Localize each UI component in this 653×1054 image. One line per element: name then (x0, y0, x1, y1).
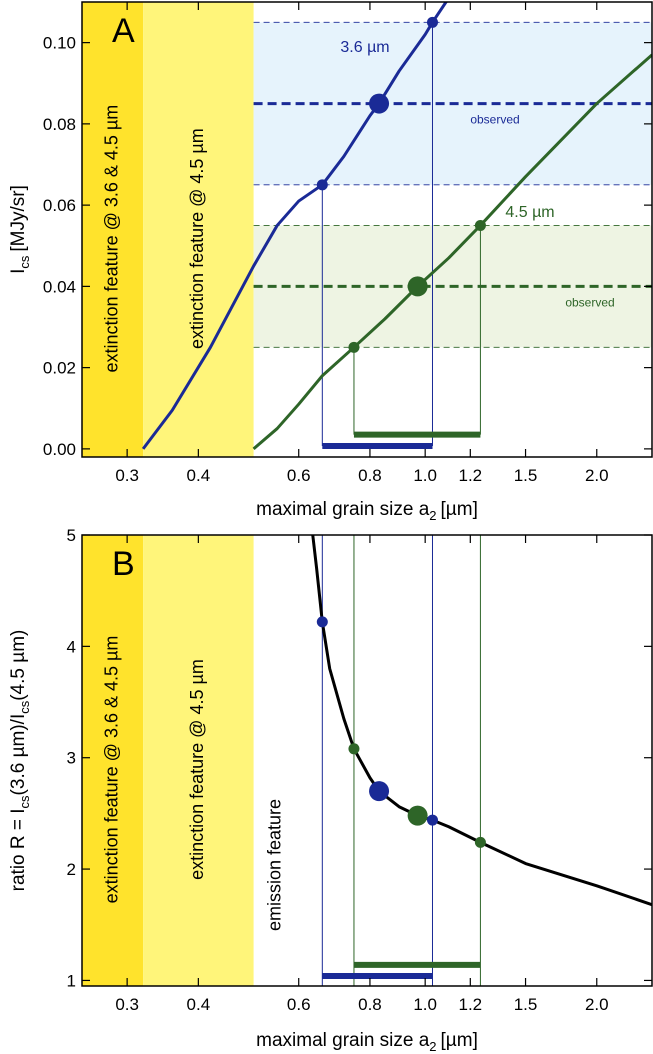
series-line-1 (141, 2, 448, 450)
y-tick-label: 2 (67, 860, 76, 879)
y-tick-label: 0.06 (43, 196, 76, 215)
x-tick-label: 2.0 (585, 466, 609, 485)
series-line-2 (252, 53, 652, 451)
panel-b-points (316, 616, 486, 848)
y-tick-label: 5 (67, 526, 76, 545)
y-tick-label: 3 (67, 749, 76, 768)
plot-frame (81, 534, 653, 987)
x-tick-label: 2.0 (585, 995, 609, 1014)
panel-a-bands: observed observed (253, 21, 652, 348)
y-tick-label: 0.10 (43, 34, 76, 53)
panel-a-lines (141, 2, 652, 451)
panel-a: extinction feature @ 3.6 & 4.5 µm extinct… (8, 1, 653, 523)
region-2-fill (143, 535, 254, 986)
ratio-point-6 (474, 836, 486, 848)
ratio-curve (311, 535, 652, 907)
region-label-1: extinction feature @ 3.6 & 4.5 µm (101, 105, 121, 373)
region-label-2: extinction feature @ 4.5 µm (187, 659, 207, 880)
x-tick-label: 0.6 (287, 995, 311, 1014)
panel-b: extinction feature @ 3.6 & 4.5 µm extinct… (8, 526, 653, 1054)
y-tick-label: 0.02 (43, 359, 76, 378)
x-tick-label: 0.4 (187, 466, 211, 485)
panel-a-letter: A (112, 12, 135, 50)
ratio-point-5 (426, 814, 438, 826)
y-tick-label: 0.00 (43, 440, 76, 459)
x-tick-label: 1.5 (514, 466, 538, 485)
observed-label-1: observed (470, 113, 519, 127)
panel-a-y-axis-label: Ics[MJy/sr] (8, 185, 32, 274)
panel-a-points: 3.6 µm 4.5 µm (316, 16, 555, 353)
observed-label-2: observed (565, 295, 614, 309)
ratio-point-3 (369, 781, 390, 802)
y-tick-label: 0.04 (43, 277, 76, 296)
region-1-fill (82, 535, 144, 986)
series-label-1: 3.6 µm (340, 39, 389, 56)
y-tick-label: 0.08 (43, 115, 76, 134)
panel-a-ticks: 0.3 0.4 0.6 0.8 1.0 1.2 1.5 2.0 0.00 0.02 0.04 0.06… (43, 2, 652, 485)
series-label-2: 4.5 µm (505, 204, 554, 221)
ratio-point-2 (348, 743, 360, 755)
y-tick-label: 1 (67, 971, 76, 990)
series-2-point-3 (474, 219, 486, 231)
region-1-fill (82, 2, 144, 457)
x-tick-label: 1.2 (458, 466, 482, 485)
plot-frame (81, 1, 653, 458)
x-tick-label: 0.3 (115, 995, 139, 1014)
region-label-3: emission feature (264, 799, 284, 931)
panel-b-frame (81, 534, 653, 987)
x-tick-label: 0.6 (287, 466, 311, 485)
ratio-point-4 (407, 805, 428, 826)
x-tick-label: 1.5 (514, 995, 538, 1014)
series-1-point-1 (316, 179, 328, 191)
panel-b-regions: extinction feature @ 3.6 & 4.5 µm extinct… (82, 535, 284, 986)
panel-b-ticks: 0.3 0.4 0.6 0.8 1.0 1.2 1.5 2.0 1 2 3 4 5 (67, 526, 652, 1014)
series-2-point-1 (348, 341, 360, 353)
x-tick-label: 1.0 (413, 466, 437, 485)
x-tick-label: 0.3 (115, 466, 139, 485)
x-tick-label: 0.8 (358, 466, 382, 485)
series-1-point-3 (426, 16, 438, 28)
x-tick-label: 0.4 (187, 995, 211, 1014)
panel-b-lines (311, 535, 652, 986)
ratio-point-1 (316, 616, 328, 628)
panel-b-letter: B (112, 545, 135, 583)
series-1-point-2 (369, 93, 390, 114)
y-tick-label: 4 (67, 637, 76, 656)
region-2-fill (143, 2, 254, 457)
series-2-point-2 (407, 276, 428, 297)
panel-b-x-axis-label: maximal grain size a2 [µm] (256, 1030, 478, 1054)
x-tick-label: 1.2 (458, 995, 482, 1014)
x-tick-label: 1.0 (413, 995, 437, 1014)
panel-a-x-axis-label: maximal grain size a2 [µm] (256, 499, 478, 523)
x-tick-label: 0.8 (358, 995, 382, 1014)
panel-b-y-axis-label: ratio R = Ics(3.6 µm)/Ics(4.5 µm) (8, 630, 32, 892)
panel-a-frame (81, 1, 653, 458)
region-label-2: extinction feature @ 4.5 µm (187, 128, 207, 349)
region-label-1: extinction feature @ 3.6 & 4.5 µm (101, 636, 121, 904)
